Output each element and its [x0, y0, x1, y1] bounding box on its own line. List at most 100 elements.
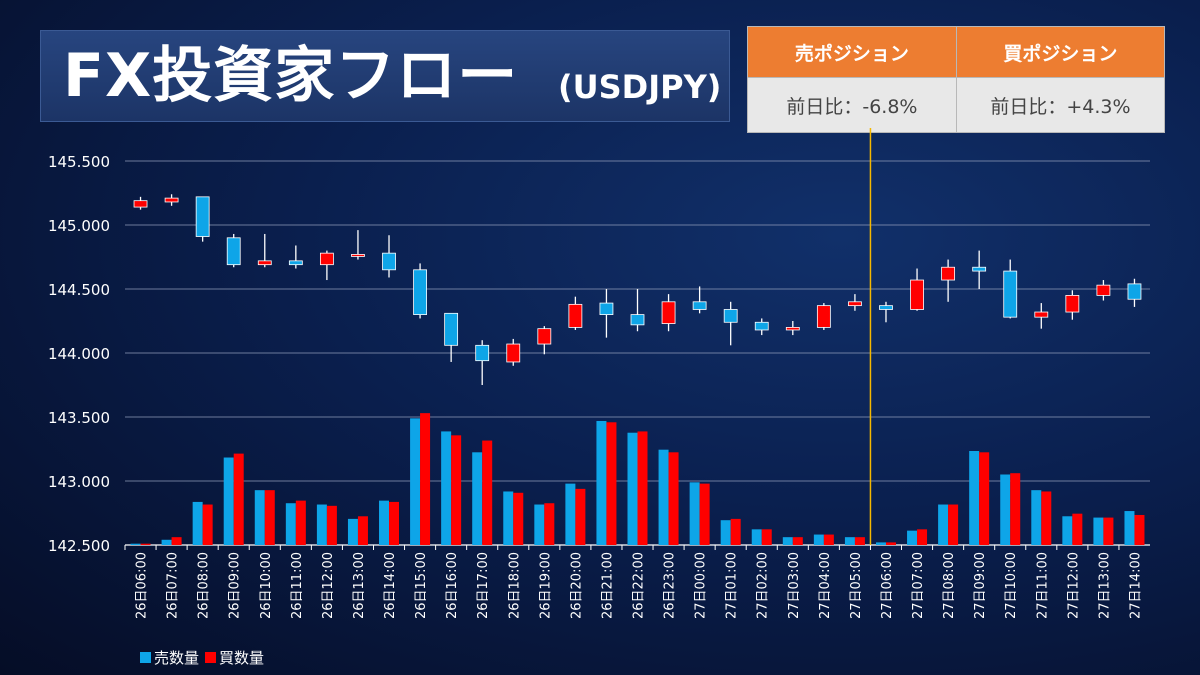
- x-tick-label: 27日09:00: [973, 552, 988, 619]
- candle-down: [195, 196, 210, 237]
- buy-volume-bar: [140, 543, 151, 545]
- buy-volume-bar: [948, 504, 959, 545]
- x-tick-label: 26日22:00: [632, 552, 647, 619]
- x-tick-label: 26日13:00: [352, 552, 367, 619]
- sell-volume-bar: [410, 418, 421, 545]
- buy-volume-bar: [544, 503, 555, 545]
- candle-down: [288, 260, 303, 266]
- buy-position-change: 前日比：+4.3%: [955, 77, 1166, 133]
- page-title: FX投資家フロー: [63, 41, 519, 111]
- sell-volume-bar: [347, 518, 358, 545]
- buy-volume-bar: [451, 435, 462, 545]
- x-tick-label: 26日23:00: [663, 552, 678, 619]
- x-tick-label: 27日11:00: [1035, 552, 1050, 619]
- candle-down: [630, 314, 645, 326]
- sell-volume-bar: [1031, 490, 1042, 545]
- sell-volume-bar: [379, 500, 390, 545]
- y-tick-label: 144.500: [48, 281, 110, 299]
- buy-volume-bar: [730, 518, 741, 545]
- sell-position-change: 前日比：-6.8%: [747, 77, 957, 133]
- x-tick-label: 27日13:00: [1097, 552, 1112, 619]
- sell-volume-bar: [130, 543, 141, 545]
- candle-down: [226, 237, 241, 266]
- sell-position-header: 売ポジション: [747, 26, 957, 78]
- x-tick-label: 27日12:00: [1066, 552, 1081, 619]
- candle-up: [537, 328, 552, 345]
- y-tick-label: 145.500: [48, 153, 110, 171]
- sell-volume-bar: [503, 491, 514, 545]
- buy-volume-swatch: [205, 652, 217, 663]
- candle-up: [319, 252, 334, 266]
- buy-volume-bar: [420, 413, 431, 545]
- buy-volume-bar: [1010, 473, 1021, 545]
- sell-volume-bar: [1000, 474, 1011, 545]
- buy-volume-bar: [1103, 517, 1114, 545]
- sell-volume-bar: [254, 490, 265, 545]
- sell-volume-bar: [534, 504, 545, 545]
- x-tick-label: 27日06:00: [880, 552, 895, 619]
- x-tick-label: 26日20:00: [569, 552, 584, 619]
- candle-up: [785, 326, 800, 331]
- sell-volume-bar: [627, 432, 638, 545]
- candle-up: [1034, 311, 1049, 318]
- chart-legend: 売数量 買数量: [140, 647, 264, 668]
- buy-volume-bar: [854, 537, 865, 545]
- buy-volume-bar: [699, 483, 710, 545]
- buy-volume-bar: [575, 488, 586, 545]
- candle-up: [1065, 294, 1080, 313]
- sell-volume-bar: [689, 482, 700, 545]
- title-banner: FX投資家フロー (USDJPY): [40, 30, 730, 122]
- x-tick-label: 27日05:00: [849, 552, 864, 619]
- y-tick-label: 144.000: [48, 345, 110, 363]
- sell-volume-bar: [565, 483, 576, 545]
- x-tick-label: 26日12:00: [321, 552, 336, 619]
- sell-volume-bar: [596, 420, 607, 545]
- x-tick-label: 27日08:00: [942, 552, 957, 619]
- buy-volume-bar: [264, 490, 275, 545]
- buy-volume-bar: [326, 505, 337, 545]
- sell-volume-bar: [441, 431, 452, 545]
- buy-volume-bar: [389, 501, 400, 545]
- buy-volume-bar: [357, 516, 368, 545]
- candle-down: [382, 252, 396, 271]
- candle-up: [941, 266, 956, 281]
- x-tick-label: 26日08:00: [197, 552, 212, 619]
- sell-volume-bar: [1062, 516, 1073, 545]
- x-tick-label: 27日10:00: [1004, 552, 1019, 619]
- buy-volume-bar: [1134, 514, 1145, 545]
- candle-up: [568, 303, 583, 328]
- sell-volume-bar: [1093, 517, 1104, 545]
- candle-up: [661, 301, 676, 324]
- x-tick-label: 27日14:00: [1128, 552, 1143, 619]
- sell-volume-bar: [472, 452, 483, 545]
- x-tick-label: 27日02:00: [756, 552, 771, 619]
- x-tick-label: 26日06:00: [135, 552, 150, 619]
- sell-volume-bar: [192, 501, 203, 545]
- sell-volume-bar: [720, 520, 731, 545]
- candle-up: [257, 260, 272, 266]
- buy-volume-bar: [171, 537, 182, 545]
- candle-down: [1003, 270, 1018, 318]
- sell-volume-bar: [844, 537, 855, 545]
- x-tick-label: 26日07:00: [166, 552, 181, 619]
- x-tick-label: 27日04:00: [818, 552, 833, 619]
- x-tick-label: 26日18:00: [507, 552, 522, 619]
- buy-volume-bar: [295, 500, 306, 545]
- y-tick-label: 145.000: [48, 217, 110, 235]
- buy-volume-bar: [637, 431, 648, 545]
- candle-up: [1096, 284, 1111, 296]
- candle-down: [475, 344, 490, 362]
- x-tick-label: 26日09:00: [228, 552, 243, 619]
- position-table: 売ポジション 買ポジション 前日比：-6.8% 前日比：+4.3%: [747, 26, 1166, 133]
- sell-volume-bar: [1124, 511, 1135, 545]
- x-tick-label: 26日10:00: [259, 552, 274, 619]
- buy-volume-bar: [917, 529, 928, 545]
- legend-buy-label: 買数量: [219, 649, 265, 667]
- sell-volume-bar: [285, 503, 296, 545]
- sell-volume-bar: [907, 530, 918, 545]
- x-tick-label: 26日19:00: [538, 552, 553, 619]
- buy-volume-bar: [792, 537, 803, 545]
- candle-down: [1127, 283, 1142, 300]
- buy-volume-bar: [761, 529, 772, 545]
- buy-volume-bar: [233, 453, 244, 545]
